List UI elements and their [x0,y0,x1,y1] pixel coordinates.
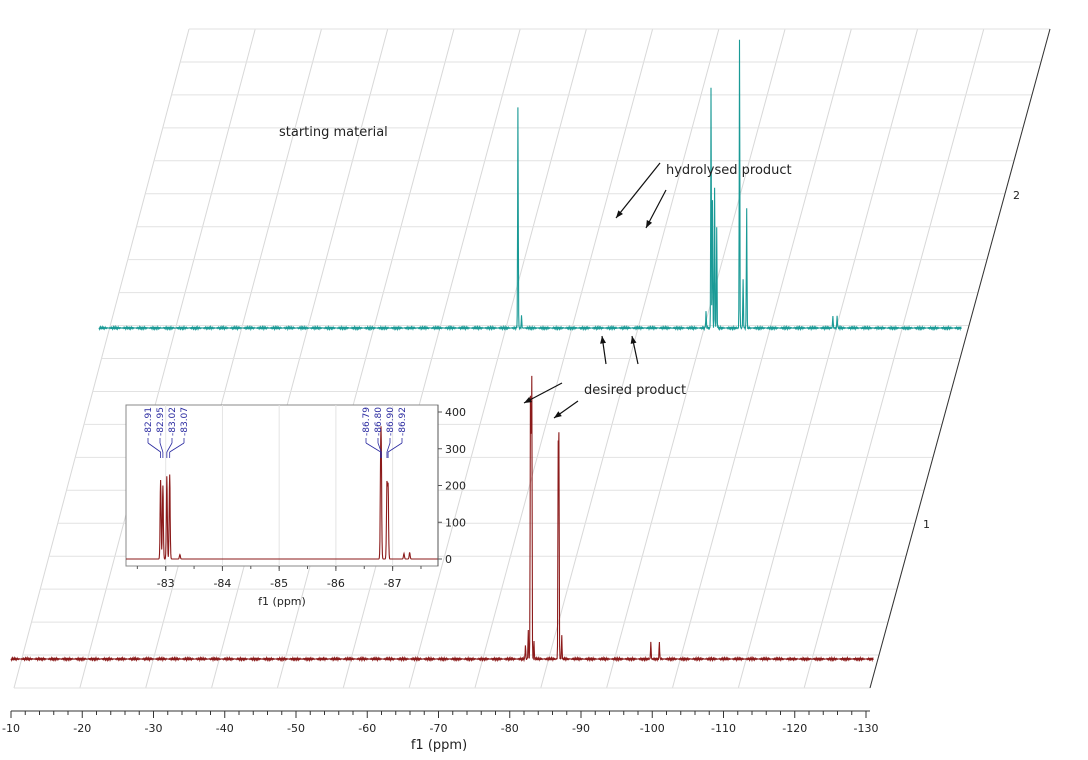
main-x-axis: -10 -20 -30 -40 -50 -60 -70 -80 -90 -100 -110 -120 -… [2,710,879,735]
arrow-head [600,336,606,344]
x-tick-label: -30 [145,722,163,735]
inset-trace [126,426,438,560]
arrow-line [615,162,661,219]
peak-label: -86.92 [398,407,408,436]
arrow-head [630,336,637,344]
spectrum-trace-1 [10,375,874,663]
arrow-head [616,210,623,218]
annotation-hydrolysed-product: hydrolysed product [666,163,792,178]
peak-label: -83.02 [168,407,178,436]
peak-label: -86.90 [386,407,396,436]
x-tick-label: -120 [782,722,807,735]
inset-x-axis-title: f1 (ppm) [258,595,306,608]
inset-x-tick-label: -85 [270,577,288,590]
arrow-head [524,396,532,403]
x-tick-label: -10 [2,722,20,735]
peak-label-leader [169,442,185,453]
x-tick-label: -90 [572,722,590,735]
x-tick-label: -70 [430,722,448,735]
annotation-starting-material: starting material [279,125,388,140]
depth-axis [869,28,1051,689]
peak-label-leader [147,442,161,453]
arrow-head [646,220,653,228]
inset-y-tick-label: 400 [445,406,466,419]
annotation-desired-product: desired product [584,383,686,398]
x-tick-label: -60 [358,722,376,735]
inset-x-tick-label: -87 [384,577,402,590]
x-tick-label: -20 [73,722,91,735]
inset-x-tick-label: -86 [327,577,345,590]
annotations: starting material hydrolysed product des… [258,125,1020,753]
peak-label-leader [386,442,391,453]
x-tick-label: -40 [216,722,234,735]
inset-y-tick-label: 100 [445,516,466,529]
series-label-1: 1 [923,518,930,531]
x-tick-label: -50 [287,722,305,735]
peak-label-leader [166,442,173,453]
x-tick-label: -80 [501,722,519,735]
x-tick-label: -130 [854,722,879,735]
x-tick-label: -100 [640,722,665,735]
inset-y-tick-label: 200 [445,480,466,493]
peak-label-leader [159,442,164,453]
peak-label: -86.79 [362,407,372,436]
inset-x-tick-label: -84 [213,577,231,590]
peak-label-leader [377,442,382,453]
perspective-grid [13,28,1051,689]
series-label-2: 2 [1013,189,1020,202]
arrow-head [554,411,562,418]
spectrum-trace-2 [98,39,962,332]
peak-label: -83.07 [180,407,190,436]
inset-x-tick-label: -83 [157,577,175,590]
peak-label-leader [387,442,403,453]
peak-label: -82.91 [144,407,154,436]
peak-label: -86.80 [374,407,384,436]
peak-label: -82.95 [156,407,166,436]
spectra-traces [10,39,962,663]
inset-chart: 0 100 200 300 400 -83 -84 -85 -86 -87 -82.91 -82.95… [125,404,466,590]
x-tick-label: -110 [711,722,736,735]
peak-label-leader [365,442,381,453]
inset-y-tick-label: 0 [445,553,452,566]
main-x-axis-title: f1 (ppm) [411,738,467,753]
inset-y-tick-label: 300 [445,443,466,456]
